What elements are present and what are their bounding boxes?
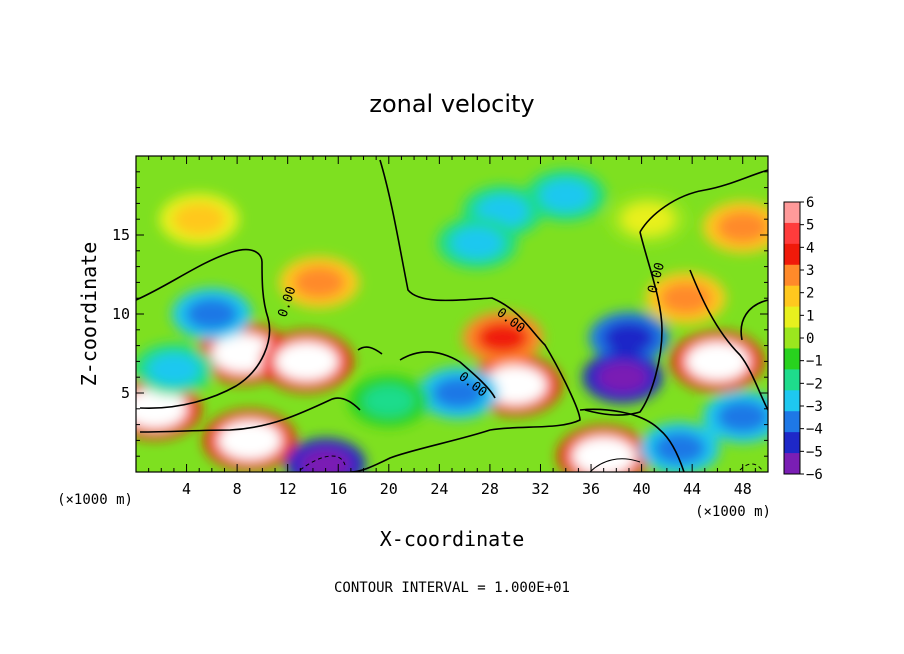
x-axis-label: X-coordinate bbox=[380, 527, 525, 551]
colorbar-swatch bbox=[784, 285, 800, 308]
x-tick-label: 44 bbox=[683, 480, 701, 498]
colorbar-swatch bbox=[784, 453, 800, 475]
x-tick-label: 28 bbox=[481, 480, 499, 498]
x-tick-label: 36 bbox=[582, 480, 600, 498]
field-core bbox=[274, 341, 339, 382]
colorbar-swatch bbox=[784, 348, 800, 370]
colorbar-swatch bbox=[784, 432, 800, 454]
contour-line bbox=[689, 269, 768, 411]
field-core bbox=[685, 341, 750, 382]
x-unit-left: (×1000 m) bbox=[57, 492, 133, 508]
colorbar-label: 0 bbox=[806, 331, 814, 347]
x-tick-label: 16 bbox=[329, 480, 347, 498]
x-tick-label: 20 bbox=[380, 480, 398, 498]
y-axis-label: Z-coordinate bbox=[77, 242, 101, 387]
colorbar-label: 5 bbox=[806, 218, 814, 234]
field-core bbox=[451, 226, 504, 259]
contour-line bbox=[739, 463, 763, 471]
colorbar: 6 5 4 3 2 1 0 −1 −2 −3 −4 −5 −6 bbox=[783, 195, 823, 483]
contour-line bbox=[740, 299, 768, 341]
contour-line bbox=[579, 408, 685, 472]
colorbar-swatch bbox=[784, 264, 800, 287]
x-tick-label: 4 bbox=[182, 480, 191, 498]
field-core bbox=[716, 211, 768, 244]
zero-contours bbox=[136, 159, 768, 472]
colorbar-swatch bbox=[784, 390, 800, 412]
field-core bbox=[621, 203, 674, 236]
contour-line bbox=[357, 346, 383, 355]
x-unit-right: (×1000 m) bbox=[695, 504, 771, 520]
colorbar-label: 3 bbox=[806, 263, 814, 279]
field-core bbox=[716, 400, 768, 433]
contour-line bbox=[589, 458, 641, 472]
field-core bbox=[596, 361, 649, 394]
y-tick-label: 15 bbox=[112, 226, 130, 244]
contour-line bbox=[399, 351, 496, 399]
field-core bbox=[173, 203, 226, 236]
colorbar-label: −6 bbox=[806, 467, 823, 483]
field-core bbox=[659, 282, 712, 315]
x-tick-label: 24 bbox=[430, 480, 448, 498]
colorbar-label: −4 bbox=[806, 422, 823, 438]
y-tick-label: 10 bbox=[112, 305, 130, 323]
contour-interval-note: CONTOUR INTERVAL = 1.000E+01 bbox=[334, 580, 570, 596]
colorbar-label: 1 bbox=[806, 308, 814, 324]
x-tick-label: 8 bbox=[233, 480, 242, 498]
colorbar-swatch bbox=[784, 327, 800, 349]
x-axis: 4 8 12 16 20 24 28 32 36 40 44 48 bbox=[148, 156, 756, 498]
field-core bbox=[136, 388, 187, 429]
y-tick-label: 5 bbox=[121, 384, 130, 402]
colorbar-label: −5 bbox=[806, 444, 823, 460]
field-core bbox=[362, 384, 415, 417]
field-core bbox=[185, 298, 238, 330]
colorbar-swatch bbox=[784, 306, 800, 329]
contour-line bbox=[639, 169, 768, 233]
x-tick-label: 32 bbox=[531, 480, 549, 498]
field-core bbox=[299, 448, 352, 472]
x-tick-label: 40 bbox=[633, 480, 651, 498]
contour-line bbox=[299, 455, 346, 471]
y-axis: 5 10 15 bbox=[112, 171, 768, 457]
velocity-field: 0.00 0.00 0.00 0.00 bbox=[136, 156, 768, 472]
field-core bbox=[217, 420, 282, 461]
field-core bbox=[293, 266, 346, 299]
colorbar-swatch bbox=[784, 222, 800, 245]
field-core bbox=[483, 365, 548, 406]
colorbar-label: 6 bbox=[806, 195, 814, 211]
contour-line bbox=[349, 159, 581, 472]
field-core bbox=[147, 353, 200, 386]
colorbar-swatch bbox=[784, 411, 800, 433]
colorbar-label: 2 bbox=[806, 286, 814, 302]
colorbar-swatch bbox=[784, 243, 800, 266]
colorbar-label: −2 bbox=[806, 376, 823, 392]
field-core bbox=[653, 432, 706, 465]
colorbar-label: −1 bbox=[806, 354, 823, 370]
field-core bbox=[432, 377, 485, 409]
field-core bbox=[539, 179, 592, 212]
colorbar-label: −3 bbox=[806, 399, 823, 415]
colorbar-swatch bbox=[784, 369, 800, 391]
field-core bbox=[476, 321, 529, 354]
field-core bbox=[602, 321, 655, 354]
x-tick-label: 48 bbox=[734, 480, 752, 498]
field-core bbox=[571, 436, 636, 472]
contour-line bbox=[139, 397, 361, 433]
colorbar-label: 4 bbox=[806, 240, 814, 256]
contour-line bbox=[136, 248, 271, 410]
contour-line bbox=[584, 231, 663, 416]
chart-title: zonal velocity bbox=[369, 90, 534, 118]
x-tick-label: 12 bbox=[279, 480, 297, 498]
colorbar-swatch bbox=[784, 202, 800, 224]
